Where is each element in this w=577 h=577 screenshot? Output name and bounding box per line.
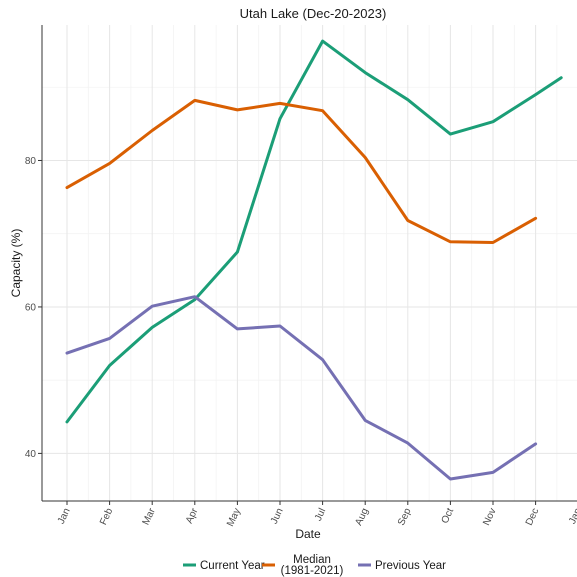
x-tick-label: Jan [56, 507, 73, 526]
x-tick-label: May [225, 507, 243, 529]
x-tick-label: Aug [353, 507, 370, 528]
x-tick-label: Feb [98, 506, 115, 527]
x-tick-label: Jul [313, 507, 328, 523]
axes [41, 25, 577, 502]
x-tick-label: Dec [524, 507, 541, 528]
x-tick-label: Jun [269, 507, 286, 526]
x-tick-label: Oct [440, 506, 457, 525]
x-tick-label: Mar [141, 506, 159, 527]
chart-title: Utah Lake (Dec-20-2023) [240, 6, 387, 21]
series-line-median [65, 98, 538, 244]
series-line-previous-year [65, 295, 538, 481]
y-tick-label: 60 [25, 302, 37, 313]
legend-label-current-year: Current Year [200, 560, 265, 572]
y-tick-label: 40 [25, 449, 37, 460]
grid [42, 25, 577, 501]
x-axis-title: Date [295, 527, 321, 541]
x-tick-label: Nov [481, 507, 498, 528]
y-tick-label: 80 [25, 156, 37, 167]
y-axis-title: Capacity (%) [9, 229, 23, 298]
legend: Current Year Median (1981-2021) Previous Ye… [183, 554, 446, 577]
legend-label-previous-year: Previous Year [375, 560, 446, 572]
x-tick-label: Sep [396, 506, 414, 527]
x-tick-label: Apr [184, 506, 201, 525]
series-line-current-year [65, 39, 563, 424]
legend-label-median: Median (1981-2021) [281, 554, 344, 577]
x-tick-label: Jan [567, 507, 577, 526]
series-lines [65, 39, 563, 481]
